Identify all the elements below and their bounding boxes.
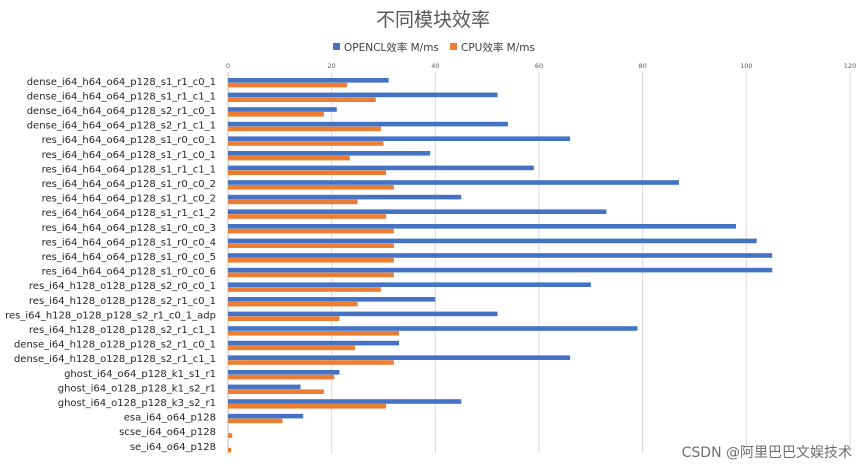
bar-cpu <box>228 447 232 453</box>
x-tick-label: 80 <box>639 62 647 70</box>
bar-opencl <box>228 311 498 317</box>
bar-cpu <box>228 272 394 278</box>
bar-cpu <box>228 228 394 234</box>
bar-opencl <box>228 326 638 331</box>
legend-swatch-opencl <box>333 43 340 50</box>
bar-opencl <box>228 121 508 127</box>
legend: OPENCL效率 M/ms CPU效率 M/ms <box>333 41 535 54</box>
bar-opencl <box>228 165 534 171</box>
category-label: ghost_i64_o128_p128_k1_s2_r1 <box>58 383 216 394</box>
category-label: esa_i64_o64_p128 <box>124 413 216 424</box>
bar-cpu <box>228 345 355 351</box>
bar-cpu <box>228 82 348 88</box>
category-label: dense_i64_h128_o128_p128_s2_r1_c1_1 <box>14 354 216 365</box>
bar-opencl <box>228 253 773 258</box>
bar-opencl <box>228 107 337 112</box>
legend-label-opencl: OPENCL效率 M/ms <box>344 41 439 54</box>
category-label: se_i64_o64_p128 <box>130 442 216 453</box>
bar-opencl <box>228 224 736 229</box>
category-label: res_i64_h64_o64_p128_s1_r1_c0_2 <box>42 194 216 205</box>
bar-cpu <box>228 170 387 175</box>
bar-cpu <box>228 287 381 292</box>
x-tick-label: 100 <box>740 62 752 70</box>
bar-cpu <box>228 418 283 424</box>
category-label: res_i64_h64_o64_p128_s1_r0_c0_4 <box>42 237 216 248</box>
bar-opencl <box>228 370 340 375</box>
bar-cpu <box>228 258 394 263</box>
bar-cpu <box>228 243 394 248</box>
legend-swatch-cpu <box>450 43 457 50</box>
bar-cpu <box>228 126 381 132</box>
category-label: res_i64_h128_o128_p128_s2_r1_c1_1 <box>29 325 216 336</box>
category-label: dense_i64_h64_o64_p128_s1_r1_c1_1 <box>27 91 216 102</box>
bar-opencl <box>228 267 773 273</box>
bar-cpu <box>228 141 384 146</box>
bar-opencl <box>228 282 591 287</box>
bar-opencl <box>228 78 389 83</box>
bar-opencl <box>228 151 431 156</box>
category-label: res_i64_h64_o64_p128_s1_r1_c1_2 <box>42 208 216 219</box>
bar-cpu <box>228 433 233 438</box>
category-label: ghost_i64_o128_p128_k3_s2_r1 <box>58 398 216 409</box>
x-tick-label: 20 <box>328 62 336 70</box>
category-label: scse_i64_o64_p128 <box>119 427 216 438</box>
category-labels: dense_i64_h64_o64_p128_s1_r1_c0_1 dense_i… <box>5 77 216 453</box>
bar-cpu <box>228 301 358 307</box>
bar-cpu <box>228 112 324 117</box>
gridlines <box>227 72 851 454</box>
bar-cpu <box>228 331 400 336</box>
category-label: res_i64_h64_o64_p128_s1_r1_c1_1 <box>42 164 216 175</box>
category-label: dense_i64_h128_o128_p128_s2_r1_c0_1 <box>14 340 216 351</box>
category-label: res_i64_h128_o128_p128_s2_r1_c0_1_adp <box>5 310 216 321</box>
bar-opencl <box>228 399 462 404</box>
bar-opencl <box>228 297 436 302</box>
category-label: res_i64_h64_o64_p128_s1_r0_c0_6 <box>42 267 216 278</box>
bar-opencl <box>228 92 498 98</box>
bar-opencl <box>228 355 571 360</box>
x-tick-label: 120 <box>844 62 856 70</box>
category-label: res_i64_h64_o64_p128_s1_r0_c0_2 <box>42 179 216 190</box>
bar-opencl <box>228 238 757 244</box>
category-label: dense_i64_h64_o64_p128_s1_r1_c0_1 <box>27 77 216 88</box>
category-label: res_i64_h64_o64_p128_s1_r0_c0_1 <box>42 135 216 146</box>
category-label: dense_i64_h64_o64_p128_s2_r1_c1_1 <box>27 121 216 132</box>
bar-cpu <box>228 374 335 380</box>
legend-label-cpu: CPU效率 M/ms <box>461 41 535 54</box>
bar-cpu <box>228 185 394 190</box>
bar-opencl <box>228 180 679 185</box>
bar-opencl <box>228 209 607 214</box>
chart-title: 不同模块效率 <box>376 9 490 31</box>
category-label: ghost_i64_o64_p128_k1_s1_r1 <box>64 369 216 380</box>
bar-cpu <box>228 155 350 161</box>
bar-opencl <box>228 413 304 419</box>
x-tick-label: 40 <box>431 62 439 70</box>
watermark: CSDN @阿里巴巴文娱技术 <box>682 445 852 461</box>
bar-cpu <box>228 404 387 409</box>
bar-opencl <box>228 340 400 346</box>
bar-cpu <box>228 316 340 321</box>
category-label: res_i64_h64_o64_p128_s1_r0_c0_3 <box>42 223 216 234</box>
category-label: res_i64_h128_o128_p128_s2_r1_c0_1 <box>29 296 216 307</box>
category-label: dense_i64_h64_o64_p128_s2_r1_c0_1 <box>27 106 216 117</box>
x-axis-ticks: 0 20 40 60 80 100 120 <box>226 62 856 70</box>
category-label: res_i64_h64_o64_p128_s1_r1_c0_1 <box>42 150 216 161</box>
bar-cpu <box>228 214 387 219</box>
bar-cpu <box>228 97 376 102</box>
bar-opencl <box>228 136 571 141</box>
bar-opencl <box>228 384 301 390</box>
bar-cpu <box>228 389 324 394</box>
bar-cpu <box>228 360 394 365</box>
x-tick-label: 60 <box>535 62 543 70</box>
x-tick-label: 0 <box>226 62 230 70</box>
bar-opencl <box>228 194 462 200</box>
bar-cpu <box>228 199 358 205</box>
bars <box>228 78 773 453</box>
category-label: res_i64_h128_o128_p128_s2_r0_c0_1 <box>29 281 216 292</box>
category-label: res_i64_h64_o64_p128_s1_r0_c0_5 <box>42 252 216 263</box>
